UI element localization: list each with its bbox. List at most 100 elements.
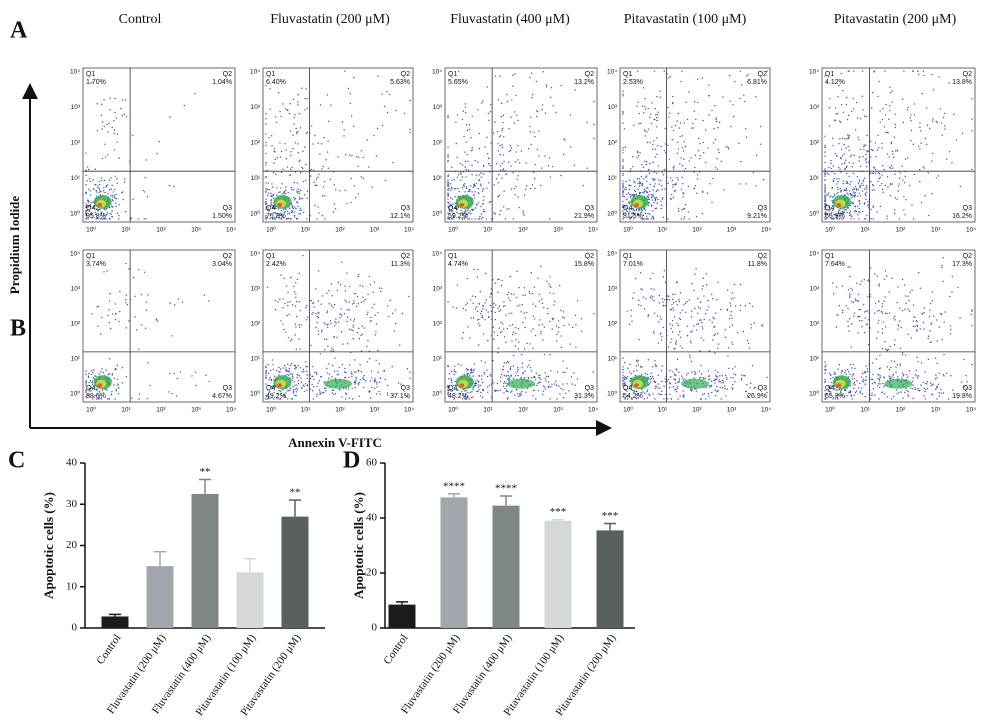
event-dot [296,384,298,386]
event-dot [532,328,534,330]
event-dot [362,177,364,179]
event-dot [824,205,826,208]
event-dot [295,293,297,295]
event-dot [524,326,526,329]
event-dot [918,271,920,274]
event-dot [865,153,867,156]
event-dot [463,135,465,138]
event-dot [96,398,98,400]
event-dot [451,381,453,384]
event-dot [879,176,881,178]
event-dot [920,362,923,364]
event-dot [503,301,505,303]
event-dot [653,381,656,383]
event-dot [529,131,532,133]
event-dot [633,389,635,391]
event-dot [379,393,381,396]
event-dot [271,186,274,188]
event-dot [544,372,546,374]
event-dot [271,387,273,390]
y-tick-label: 10¹ [433,175,443,182]
event-dot [453,384,455,387]
event-dot [466,398,468,400]
event-dot [362,376,364,379]
event-dot [642,87,645,89]
event-dot [551,383,553,385]
event-dot [959,317,961,319]
event-dot [887,132,889,134]
quadrant-percent: 19.8% [952,393,972,400]
event-dot [637,359,639,362]
event-dot [305,88,307,90]
event-dot [664,127,666,130]
event-dot [698,137,700,140]
event-dot [630,208,633,210]
event-dot [890,398,893,400]
event-dot [678,300,681,303]
event-dot [466,124,468,126]
event-dot [143,271,146,274]
event-dot [903,209,905,211]
event-dot [673,316,676,318]
event-dot [447,392,449,394]
event-dot [861,183,863,185]
event-dot [878,380,881,382]
event-dot [488,163,490,165]
event-dot [872,206,874,208]
event-dot [507,370,509,373]
event-dot [305,163,307,166]
event-dot [125,116,128,118]
event-dot [904,295,907,297]
event-dot [862,190,864,192]
event-dot [476,390,478,392]
event-dot [286,109,289,111]
event-dot [291,166,293,169]
event-dot [766,70,768,72]
event-dot [695,118,697,121]
event-dot [533,389,535,391]
event-dot [339,190,341,192]
event-dot [849,295,851,297]
event-dot [292,386,294,388]
event-dot [923,312,925,314]
event-dot [313,306,315,308]
event-dot [702,141,704,144]
event-dot [364,298,366,301]
event-dot [676,304,679,306]
event-dot [123,113,125,116]
event-dot [640,218,642,220]
event-dot [560,309,562,312]
event-dot [276,157,279,159]
event-dot [473,194,475,197]
event-dot [664,143,667,145]
event-dot [749,387,751,389]
event-dot [541,108,543,111]
event-dot [344,285,346,287]
event-dot [510,147,512,149]
event-dot [506,293,509,296]
event-dot [351,387,353,390]
event-dot [744,127,747,130]
event-dot [622,395,624,398]
event-dot [923,74,925,77]
event-dot [640,305,642,307]
y-tick-label: 10 [66,580,78,592]
event-dot [506,360,509,363]
event-dot [722,381,725,383]
event-dot [398,382,400,384]
event-dot [169,372,171,375]
event-dot [374,378,376,380]
event-dot [862,109,864,111]
event-dot [580,318,583,320]
event-dot [848,212,851,214]
event-dot [358,381,361,384]
event-dot [96,103,98,105]
event-dot [321,329,323,331]
event-dot [384,179,387,182]
event-dot [108,309,110,311]
event-dot [549,96,552,99]
quadrant-percent: 95.8% [86,213,106,220]
event-dot [704,313,707,315]
event-dot [298,213,300,215]
event-dot [482,388,484,391]
